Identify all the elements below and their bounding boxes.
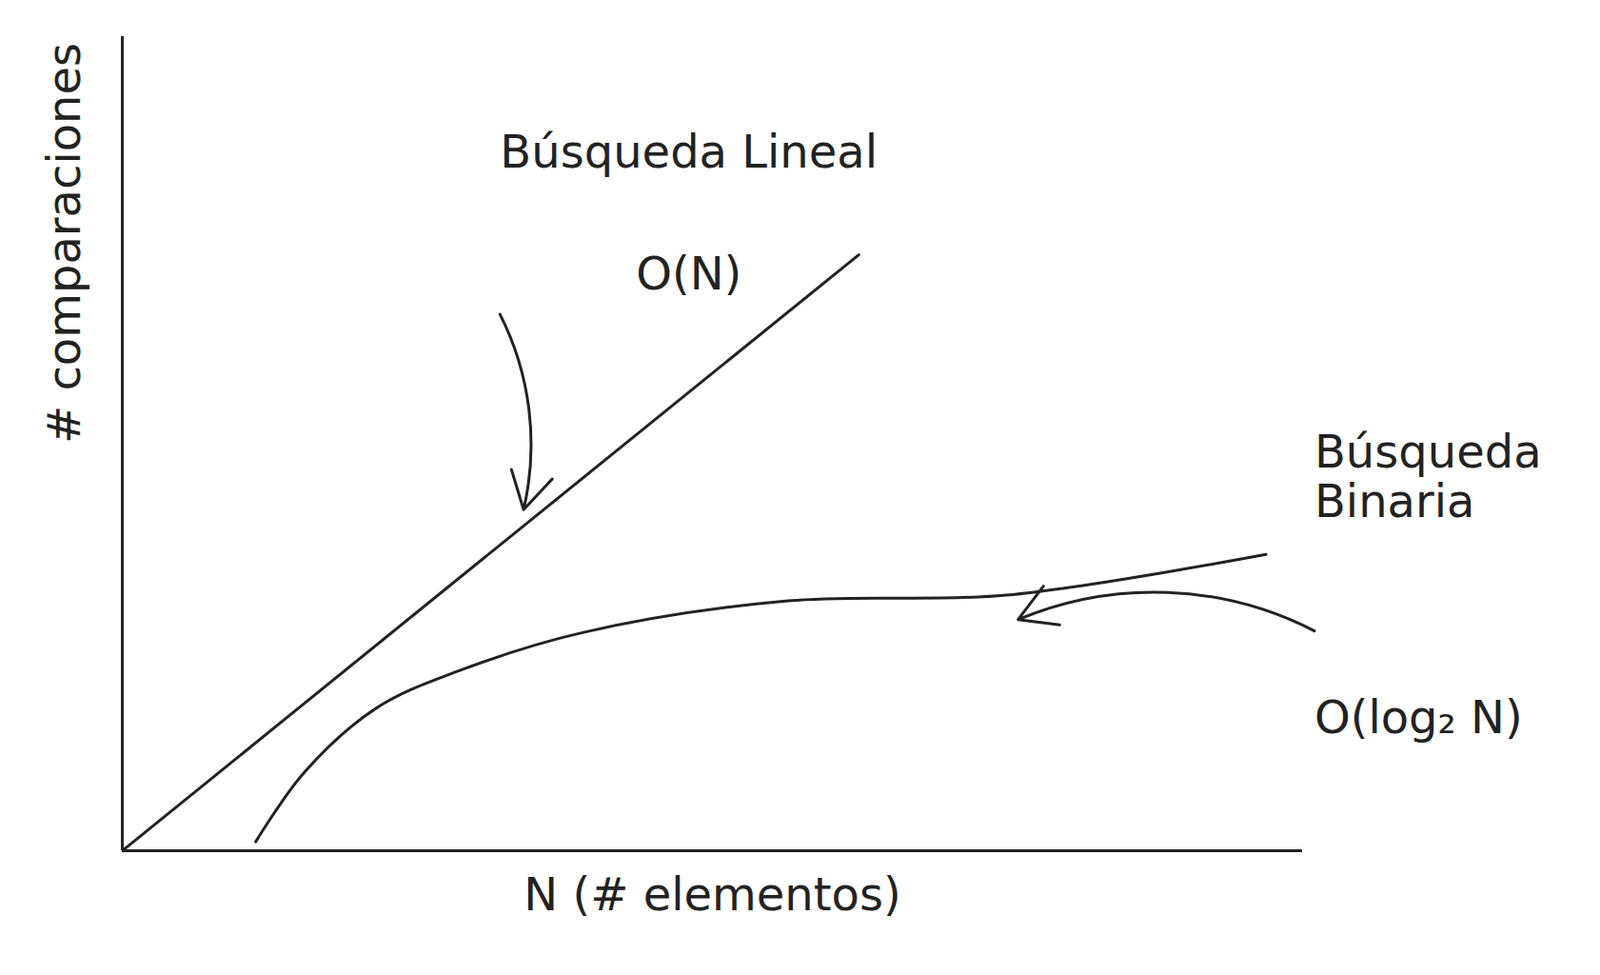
svg-text:# comparaciones: # comparaciones xyxy=(37,42,91,444)
svg-text:Búsqueda Lineal: Búsqueda Lineal xyxy=(499,124,878,178)
svg-text:N (# elementos): N (# elementos) xyxy=(523,867,901,921)
svg-text:BúsquedaBinaria: BúsquedaBinaria xyxy=(1314,424,1542,529)
svg-text:O(log₂ N): O(log₂ N) xyxy=(1314,690,1523,744)
svg-text:O(N): O(N) xyxy=(635,246,742,300)
